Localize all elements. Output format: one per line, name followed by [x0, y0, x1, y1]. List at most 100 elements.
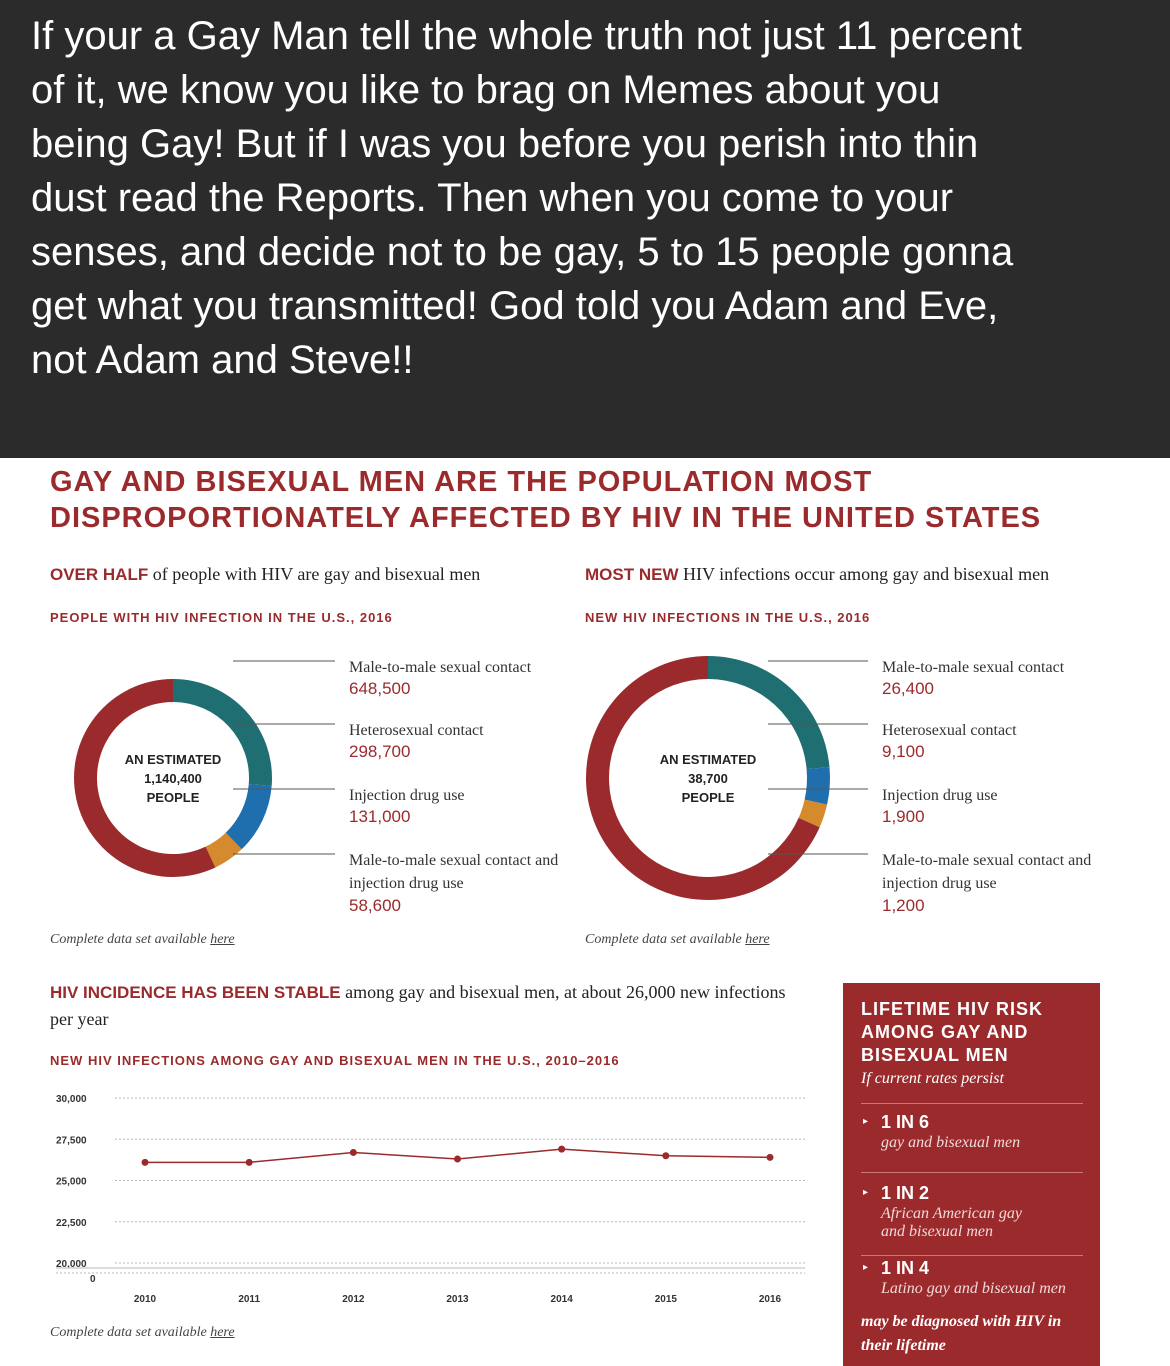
- headline: MOST NEW HIV infections occur among gay …: [585, 564, 1049, 585]
- headline-bold: MOST NEW: [585, 565, 679, 584]
- value-label: 298,700: [349, 742, 411, 761]
- bullet: ▸: [863, 1262, 869, 1273]
- category-label: Injection drug use: [882, 787, 998, 804]
- category-label: Injection drug use: [349, 787, 465, 804]
- donut-segment: [225, 784, 272, 850]
- point: [141, 1158, 149, 1166]
- footnote-link[interactable]: here: [210, 1325, 235, 1340]
- value-label: 131,000: [349, 807, 411, 826]
- x-tick-label: 2016: [759, 1294, 782, 1305]
- value-label: 26,400: [882, 679, 934, 698]
- footnote-text: Complete data set available: [50, 1325, 207, 1340]
- footnote: Complete data set available here: [50, 1325, 235, 1341]
- point: [454, 1155, 461, 1163]
- post-line: senses, and decide not to be gay, 5 to 1…: [31, 230, 1014, 274]
- sidebar-footer: may be diagnosed with HIV in their lifet…: [861, 1313, 1062, 1354]
- sidebar-title: AMONG GAY AND: [861, 1022, 1029, 1042]
- category-label: Heterosexual contact: [882, 722, 1017, 739]
- headline-text: of people with HIV are gay and bisexual …: [152, 564, 481, 584]
- value-label: 1,900: [882, 807, 925, 826]
- footnote-link[interactable]: here: [210, 932, 235, 947]
- center-label: PEOPLE: [682, 790, 735, 805]
- risk-group: gay and bisexual men: [881, 1134, 1021, 1151]
- infographic-title: GAY AND BISEXUAL MEN ARE THE POPULATION …: [50, 466, 873, 498]
- divider: [861, 1103, 1083, 1104]
- post-line: of it, we know you like to brag on Memes…: [31, 68, 941, 112]
- donut-segment: [173, 679, 272, 786]
- value-label: 58,600: [349, 896, 401, 915]
- post-line: get what you transmitted! God told you A…: [31, 284, 999, 328]
- value-label: 9,100: [882, 742, 925, 761]
- sidebar: LIFETIME HIV RISK AMONG GAY AND BISEXUAL…: [843, 983, 1100, 1366]
- risk-ratio: 1 IN 6: [881, 1112, 930, 1132]
- chart-title: NEW HIV INFECTIONS AMONG GAY AND BISEXUA…: [50, 1053, 620, 1068]
- headline-text: among gay and bisexual men, at about 26,…: [50, 982, 786, 1029]
- headline-bold: HIV INCIDENCE HAS BEEN STABLE: [50, 983, 341, 1002]
- donut-segment: [804, 767, 830, 805]
- x-tick-label: 2010: [134, 1294, 157, 1305]
- point: [349, 1148, 357, 1156]
- center-label: 38,700: [688, 771, 728, 786]
- center-label: AN ESTIMATED: [660, 752, 757, 767]
- footnote: Complete data set available here: [585, 932, 770, 948]
- point: [558, 1145, 566, 1153]
- post-line: being Gay! But if I was you before you p…: [31, 122, 979, 166]
- y-tick-label: 22,500: [56, 1218, 87, 1229]
- donut-segment: [798, 799, 828, 828]
- value-label: 648,500: [349, 679, 411, 698]
- point: [766, 1153, 774, 1161]
- chart-title: PEOPLE WITH HIV INFECTION IN THE U.S., 2…: [50, 610, 393, 625]
- footnote-text: Complete data set available: [585, 932, 742, 947]
- center-label: PEOPLE: [147, 790, 200, 805]
- headline: HIV INCIDENCE HAS BEEN STABLE among gay …: [50, 979, 790, 1033]
- footnote-link[interactable]: here: [745, 932, 770, 947]
- risk-ratio: 1 IN 2: [881, 1183, 930, 1203]
- risk-group: African American gay and bisexual men: [881, 1205, 1023, 1240]
- bullet: ▸: [863, 1116, 869, 1127]
- point: [662, 1152, 670, 1160]
- sidebar-subtitle: If current rates persist: [861, 1070, 1004, 1087]
- x-tick-label: 2014: [551, 1294, 574, 1305]
- value-label: 1,200: [882, 896, 925, 915]
- center-label: 1,140,400: [144, 771, 202, 786]
- y-tick-label: 30,000: [56, 1094, 87, 1105]
- category-label: Male-to-male sexual contact and injectio…: [882, 852, 1092, 892]
- donut-segment: [205, 832, 242, 868]
- risk-ratio: 1 IN 4: [881, 1258, 930, 1278]
- infographic-title: DISPROPORTIONATELY AFFECTED BY HIV IN TH…: [50, 502, 1042, 534]
- sidebar-title: BISEXUAL MEN: [861, 1045, 1009, 1065]
- x-tick-label: 2015: [655, 1294, 678, 1305]
- post-line: If your a Gay Man tell the whole truth n…: [31, 14, 1022, 58]
- y-tick-label: 27,500: [56, 1135, 87, 1146]
- divider: [861, 1172, 1083, 1173]
- x-tick-label: 2012: [342, 1294, 365, 1305]
- point: [245, 1158, 253, 1166]
- category-label: Heterosexual contact: [349, 722, 484, 739]
- risk-group: Latino gay and bisexual men: [881, 1280, 1066, 1297]
- headline-bold: OVER HALF: [50, 565, 149, 584]
- headline-text: HIV infections occur among gay and bisex…: [683, 564, 1050, 584]
- bullet: ▸: [863, 1187, 869, 1198]
- sidebar-title: LIFETIME HIV RISK: [861, 999, 1044, 1019]
- chart-title: NEW HIV INFECTIONS IN THE U.S., 2016: [585, 610, 871, 625]
- donut-segment: [74, 679, 216, 878]
- footnote-text: Complete data set available: [50, 932, 207, 947]
- x-tick-label: 2011: [238, 1294, 260, 1305]
- headline: OVER HALF of people with HIV are gay and…: [50, 564, 480, 585]
- y-tick-label: 20,000: [56, 1259, 87, 1270]
- post-line: dust read the Reports. Then when you com…: [31, 176, 954, 220]
- post-line: not Adam and Steve!!: [31, 338, 414, 382]
- category-label: Male-to-male sexual contact: [349, 659, 532, 676]
- y-tick-label: 25,000: [56, 1177, 87, 1188]
- post: If your a Gay Man tell the whole truth n…: [0, 0, 1170, 458]
- donut-segment: [708, 656, 830, 770]
- center-label: AN ESTIMATED: [125, 752, 222, 767]
- category-label: Male-to-male sexual contact: [882, 659, 1065, 676]
- divider: [861, 1255, 1083, 1256]
- x-tick-label: 2013: [446, 1294, 469, 1305]
- category-label: Male-to-male sexual contact and injectio…: [349, 852, 559, 892]
- y-tick-label: 0: [90, 1274, 96, 1285]
- footnote: Complete data set available here: [50, 932, 235, 948]
